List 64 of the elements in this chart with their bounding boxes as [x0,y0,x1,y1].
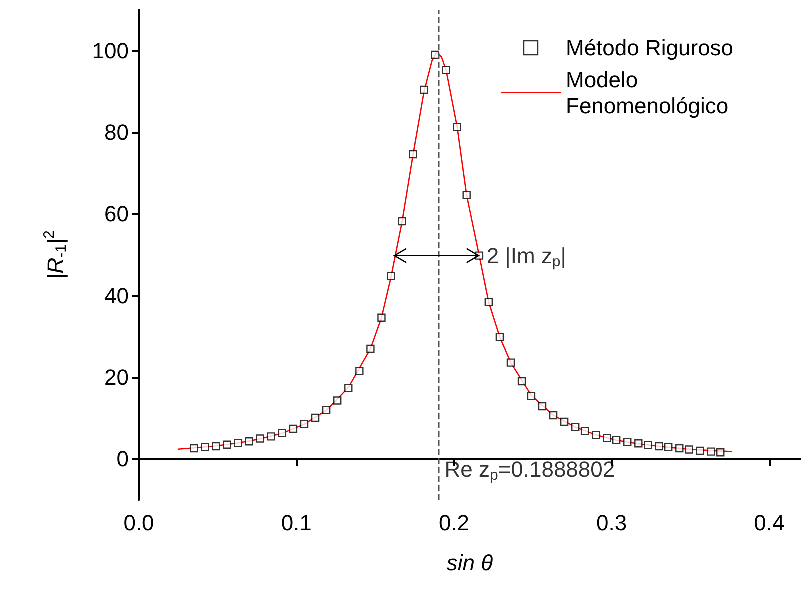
point [334,396,342,405]
point [387,272,396,280]
point [462,191,471,200]
legend-label: Método Riguroso [566,36,734,60]
y-axis-title: |R-1|2 [41,230,70,280]
point [311,414,320,422]
point [518,377,526,386]
x-tick-label: 0.4 [754,510,785,536]
y-tick-label: 20 [104,365,129,390]
point [245,438,254,446]
y-tick-label: 80 [104,120,129,145]
point [278,429,287,438]
point [442,66,450,75]
x-tick-label: 0.3 [596,510,628,536]
point [549,411,558,420]
point [398,217,406,226]
point [634,440,643,448]
point [664,443,673,452]
point [696,446,704,456]
point [300,420,309,428]
point [212,442,220,451]
point [612,436,621,444]
y-tick-label: 0 [116,446,129,472]
point [409,150,418,159]
point [366,344,375,354]
point [223,440,232,449]
point [506,358,516,367]
point [356,367,364,376]
point [527,392,536,400]
point [580,427,590,436]
point [234,439,242,448]
point [572,423,580,432]
point [496,332,504,342]
point [538,402,547,411]
point [420,86,428,94]
x-tick-label: 0.1 [281,510,312,536]
point [322,406,331,414]
point [603,434,612,442]
y-tick-label: 100 [92,38,129,64]
point [289,424,298,434]
point [592,430,600,440]
point [707,448,716,456]
y-tick-label: 60 [104,202,129,227]
point [190,444,198,453]
point [344,384,353,392]
point [624,438,632,447]
point [676,444,684,453]
point [655,442,664,451]
x-tick-label: 0.0 [124,510,154,536]
point [716,448,725,457]
point [201,443,210,452]
point [644,441,652,450]
point [484,298,494,306]
point [378,314,386,322]
legend-label: Modelo Fenomenológico [566,68,729,118]
point [560,418,569,426]
point [684,446,694,454]
point [453,123,462,132]
point [256,434,264,443]
x-axis-title: sin θ [446,550,494,576]
x-tick-label: 0.2 [438,510,470,536]
y-tick-label: 40 [104,283,129,308]
point [267,432,276,441]
point [431,50,440,60]
